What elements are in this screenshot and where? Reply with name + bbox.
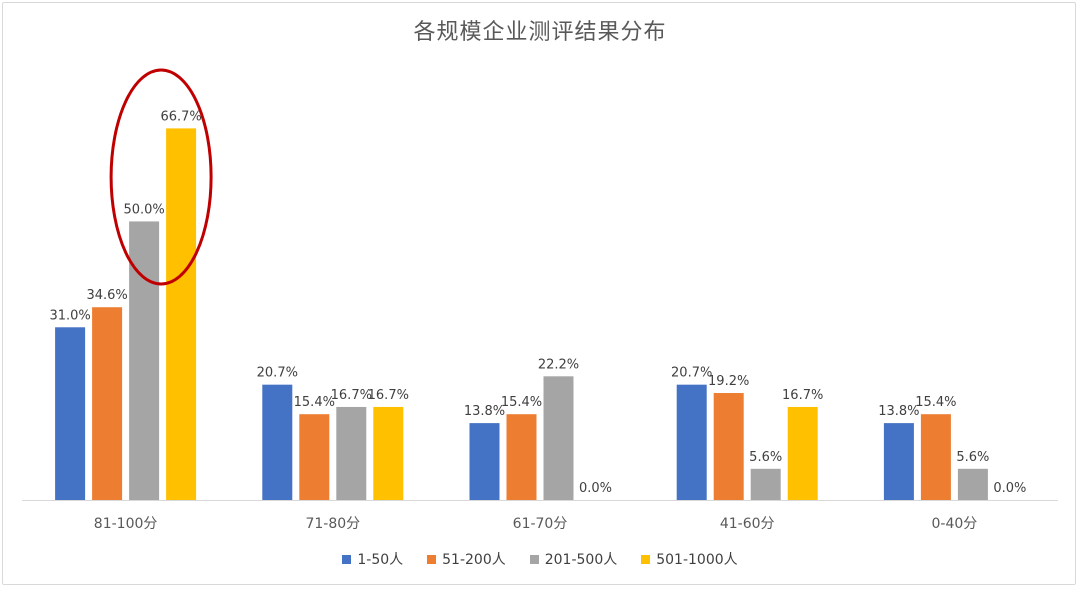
data-label: 22.2% xyxy=(538,357,579,372)
data-label: 16.7% xyxy=(782,388,823,403)
bar xyxy=(787,406,818,500)
data-label: 50.0% xyxy=(123,202,164,217)
data-label: 13.8% xyxy=(878,404,919,419)
bar xyxy=(336,406,367,500)
x-tick-label: 0-40分 xyxy=(932,516,978,532)
bar xyxy=(676,384,707,500)
bar xyxy=(469,423,500,500)
legend-item: 501-1000人 xyxy=(641,548,738,570)
x-tick-label: 71-80分 xyxy=(305,516,360,532)
data-label: 16.7% xyxy=(368,388,409,403)
bar xyxy=(506,414,537,500)
chart-title: 各规模企业测评结果分布 xyxy=(413,20,667,45)
x-tick-label: 41-60分 xyxy=(720,516,775,532)
data-label: 34.6% xyxy=(86,288,127,303)
highlight-ellipse xyxy=(109,68,213,286)
data-label: 15.4% xyxy=(915,395,956,410)
bar xyxy=(883,423,914,500)
bar xyxy=(373,406,404,500)
legend-swatch xyxy=(342,554,352,564)
bar xyxy=(55,327,86,500)
chart-legend: 1-50人 51-200人 201-500人 501-1000人 xyxy=(0,548,1080,570)
data-label: 19.2% xyxy=(708,374,749,389)
x-tick-label: 81-100分 xyxy=(94,516,158,532)
data-label: 15.4% xyxy=(294,395,335,410)
data-label: 15.4% xyxy=(501,395,542,410)
bar xyxy=(262,384,293,500)
legend-item: 1-50人 xyxy=(342,548,403,570)
bar xyxy=(299,414,330,500)
legend-label: 501-1000人 xyxy=(656,552,738,568)
data-label: 0.0% xyxy=(993,481,1026,496)
data-label: 13.8% xyxy=(464,404,505,419)
legend-label: 51-200人 xyxy=(442,552,506,568)
bar xyxy=(750,468,781,500)
data-label: 66.7% xyxy=(160,109,201,124)
data-label: 0.0% xyxy=(579,481,612,496)
bar xyxy=(129,221,160,500)
legend-swatch xyxy=(529,554,539,564)
bar xyxy=(713,393,744,500)
data-label: 5.6% xyxy=(956,450,989,465)
bar xyxy=(543,376,574,500)
bar xyxy=(957,468,988,500)
legend-swatch xyxy=(641,554,651,564)
legend-swatch xyxy=(427,554,437,564)
x-tick-label: 61-70分 xyxy=(513,516,568,532)
data-label: 16.7% xyxy=(331,388,372,403)
legend-item: 51-200人 xyxy=(427,548,506,570)
data-label: 20.7% xyxy=(257,366,298,381)
data-label: 20.7% xyxy=(671,366,712,381)
data-label: 5.6% xyxy=(749,450,782,465)
bar xyxy=(920,414,951,500)
bar xyxy=(166,128,197,500)
legend-label: 201-500人 xyxy=(544,552,618,568)
legend-label: 1-50人 xyxy=(357,552,404,568)
bar xyxy=(92,307,123,500)
data-label: 31.0% xyxy=(49,308,90,323)
legend-item: 201-500人 xyxy=(529,548,618,570)
